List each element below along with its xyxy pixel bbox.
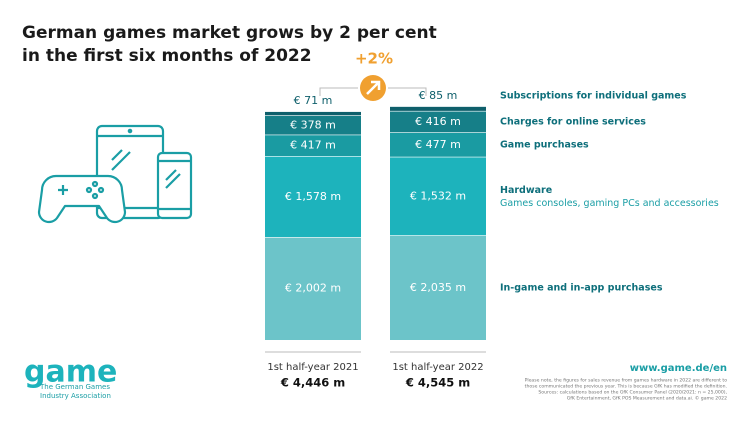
legend-description: Games consoles, gaming PCs and accessori… (500, 198, 719, 209)
footnote: GfK Entertainment, GfK POS Measurement a… (567, 395, 727, 402)
bar-segment (265, 237, 361, 340)
value-label: € 71 m (294, 94, 333, 107)
legend-label: Charges for online services (500, 116, 646, 127)
total-label: € 4,446 m (280, 376, 345, 390)
legend-label: Game purchases (500, 139, 589, 150)
footnote: those communicated the previous year. Th… (525, 384, 727, 390)
bar-segment (390, 106, 486, 112)
logo-subtitle: Industry Association (40, 392, 111, 400)
total-label: € 4,545 m (405, 376, 470, 390)
value-label: € 2,035 m (410, 281, 466, 294)
value-label: € 417 m (290, 139, 336, 152)
bar-segment (390, 111, 486, 133)
legend-label: Hardware (500, 185, 552, 196)
url: www.game.de/en (630, 363, 727, 374)
growth-bracket (319, 87, 427, 96)
growth-label: +2% (355, 50, 393, 68)
title-line: in the first six months of 2022 (22, 46, 312, 66)
logo: game (24, 355, 117, 390)
value-label: € 1,532 m (410, 189, 466, 202)
bar-segment (390, 235, 486, 340)
value-label: € 378 m (290, 118, 336, 131)
bar-segment (390, 132, 486, 158)
value-label: € 477 m (415, 138, 461, 151)
bar-segment (265, 134, 361, 157)
value-label: € 1,578 m (285, 190, 341, 203)
bar-segment (265, 111, 361, 116)
footnote: Please note, the figures for sales reven… (525, 378, 728, 384)
bar-segment (390, 157, 486, 236)
bar-segment (265, 115, 361, 135)
legend-label: In-game and in-app purchases (500, 282, 663, 293)
bar-segment (265, 156, 361, 238)
footnote: Sources: calculations based on the GfK C… (538, 390, 727, 396)
logo-subtitle: The German Games (39, 383, 110, 391)
growth-arrow (366, 80, 381, 95)
category-label: 1st half-year 2022 (392, 362, 483, 373)
title-line: German games market grows by 2 per cent (22, 23, 437, 43)
value-label: € 416 m (415, 115, 461, 128)
category-label: 1st half-year 2021 (267, 362, 358, 373)
device-icons (37, 124, 193, 224)
value-label: € 85 m (419, 89, 458, 102)
legend-label: Subscriptions for individual games (500, 90, 687, 101)
value-label: € 2,002 m (285, 282, 341, 295)
